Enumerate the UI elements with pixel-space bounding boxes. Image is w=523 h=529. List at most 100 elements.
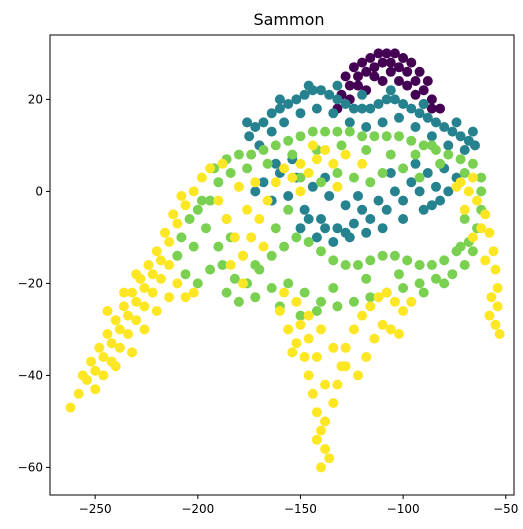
scatter-point (250, 122, 261, 132)
scatter-point (217, 158, 228, 169)
scatter-point (435, 158, 446, 169)
scatter-point (295, 108, 306, 119)
scatter-point (262, 195, 273, 206)
scatter-point (332, 126, 343, 137)
scatter-point (357, 89, 368, 100)
scatter-point (328, 255, 339, 266)
scatter-point (377, 250, 388, 261)
scatter-point (369, 333, 380, 344)
scatter-point (459, 214, 470, 224)
scatter-point (90, 384, 101, 395)
scatter-point (340, 71, 351, 82)
scatter-point (77, 370, 88, 381)
scatter-point (114, 324, 125, 335)
scatter-point (295, 319, 306, 330)
y-tick-label: −40 (18, 368, 43, 382)
scatter-point (389, 48, 400, 59)
scatter-point (418, 140, 429, 151)
scatter-point (217, 260, 228, 270)
scatter-point (205, 195, 216, 206)
scatter-point (127, 287, 138, 298)
scatter-point (373, 99, 384, 109)
scatter-point (484, 310, 495, 321)
scatter-point (422, 112, 433, 123)
scatter-point (279, 117, 290, 128)
scatter-point (307, 181, 318, 192)
scatter-point (242, 163, 253, 174)
scatter-point (406, 177, 417, 188)
scatter-point (410, 122, 421, 132)
scatter-point (398, 283, 409, 293)
y-tick-label: −20 (18, 276, 43, 290)
scatter-point (274, 103, 285, 114)
scatter-point (229, 232, 240, 243)
scatter-point (233, 149, 244, 160)
scatter-point (398, 163, 409, 174)
scatter-point (320, 444, 331, 454)
scatter-point (164, 260, 175, 270)
scatter-point (418, 204, 429, 215)
scatter-point (410, 89, 421, 100)
scatter-point (385, 149, 396, 160)
scatter-point (414, 278, 425, 289)
scatter-point (414, 66, 425, 77)
scatter-point (270, 177, 281, 188)
scatter-point (196, 195, 207, 206)
scatter-point (320, 126, 331, 137)
scatter-point (320, 145, 331, 155)
scatter-point (279, 287, 290, 298)
scatter-point (353, 191, 363, 201)
scatter-point (332, 80, 343, 91)
scatter-point (402, 255, 413, 266)
scatter-point (155, 273, 166, 284)
scatter-point (287, 149, 298, 160)
scatter-point (283, 278, 294, 289)
scatter-point (365, 177, 376, 188)
scatter-point (459, 204, 470, 215)
scatter-point (246, 149, 257, 160)
scatter-point (172, 278, 183, 289)
scatter-point (332, 301, 343, 312)
scatter-point (201, 223, 211, 234)
scatter-point (394, 269, 404, 280)
scatter-point (361, 273, 372, 284)
scatter-point (484, 227, 495, 238)
scatter-point (488, 246, 499, 257)
scatter-point (455, 131, 466, 142)
scatter-point (250, 292, 261, 303)
scatter-point (365, 53, 376, 63)
scatter-point (139, 301, 150, 312)
scatter-point (443, 140, 454, 151)
scatter-point (340, 361, 351, 372)
scatter-point (385, 57, 396, 68)
x-tick-label: −250 (79, 502, 112, 516)
scatter-point (270, 223, 281, 234)
scatter-point (463, 186, 474, 197)
scatter-point (406, 103, 417, 114)
scatter-point (114, 342, 125, 353)
scatter-point (233, 296, 244, 307)
scatter-point (270, 158, 281, 169)
scatter-point (402, 66, 413, 77)
scatter-point (490, 319, 501, 330)
scatter-point (357, 158, 368, 169)
scatter-point (332, 181, 343, 192)
scatter-point (283, 135, 294, 146)
scatter-point (422, 168, 433, 178)
scatter-point (340, 260, 351, 270)
scatter-point (443, 186, 454, 197)
scatter-point (266, 126, 277, 137)
scatter-point (110, 361, 121, 372)
scatter-point (357, 57, 368, 68)
scatter-point (176, 232, 187, 243)
scatter-point (373, 292, 384, 303)
scatter-point (492, 301, 503, 312)
scatter-point (205, 264, 216, 275)
scatter-point (221, 214, 232, 224)
scatter-point (291, 232, 302, 243)
scatter-point (467, 246, 478, 257)
scatter-point (486, 292, 497, 303)
scatter-point (299, 204, 310, 215)
scatter-point (494, 329, 505, 339)
